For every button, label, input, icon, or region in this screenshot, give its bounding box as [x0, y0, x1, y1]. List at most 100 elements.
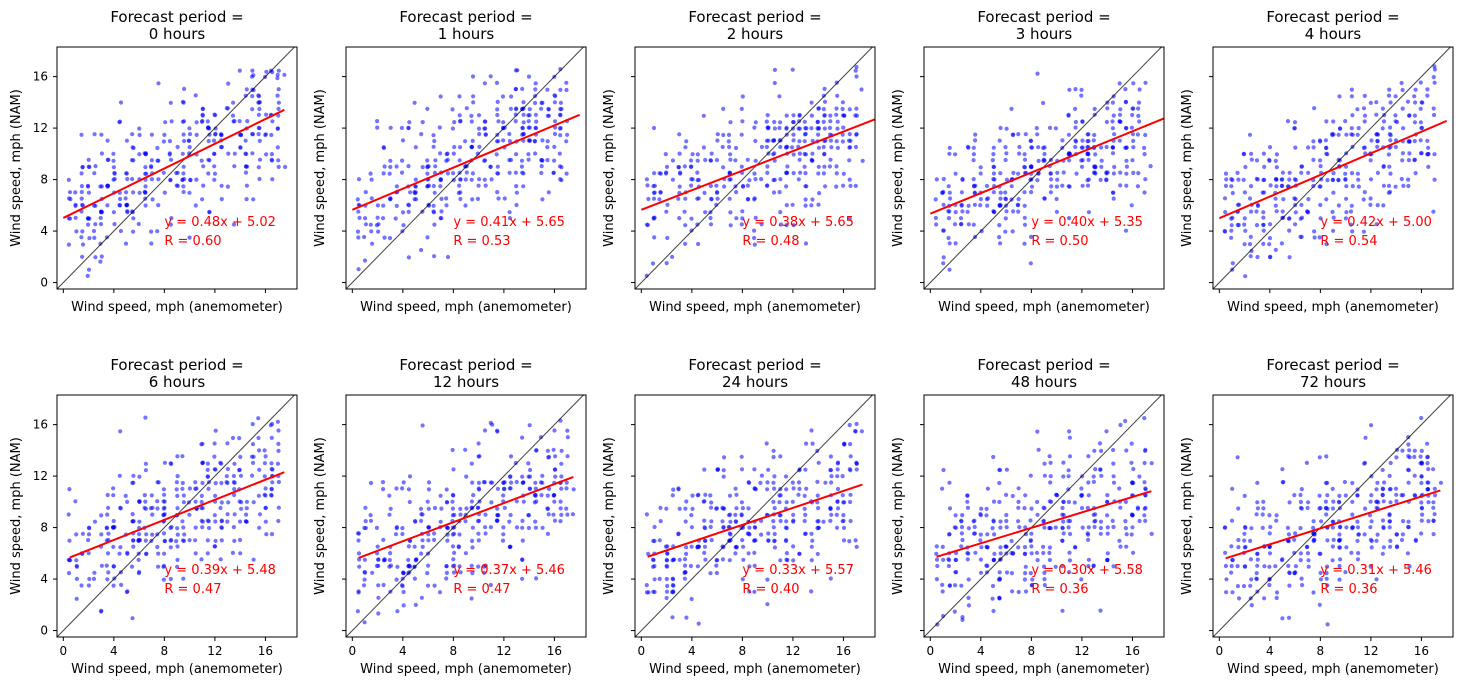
data-point — [161, 487, 166, 492]
data-point — [412, 544, 417, 549]
data-point — [651, 216, 656, 221]
data-point — [276, 158, 281, 163]
data-point — [991, 519, 996, 524]
data-point — [804, 126, 809, 131]
data-point — [375, 544, 380, 549]
data-point — [664, 506, 669, 511]
data-point — [683, 145, 688, 150]
data-point — [1142, 460, 1147, 466]
data-point — [1248, 254, 1253, 259]
data-point — [1432, 64, 1437, 69]
data-point — [79, 171, 84, 176]
data-point — [175, 474, 180, 479]
data-point — [559, 448, 564, 453]
data-point — [394, 184, 399, 189]
data-point — [161, 563, 167, 569]
data-point — [376, 229, 381, 234]
data-point — [854, 421, 859, 427]
data-point — [753, 177, 758, 182]
data-point — [1098, 531, 1103, 536]
data-point — [1142, 152, 1147, 157]
data-point — [772, 486, 777, 491]
data-point — [545, 448, 551, 453]
plot-area — [57, 47, 295, 289]
data-point — [471, 94, 476, 99]
data-point — [111, 583, 116, 588]
data-point — [953, 513, 958, 518]
data-point — [1022, 551, 1027, 557]
data-point — [1137, 119, 1142, 124]
data-point — [438, 184, 443, 189]
data-point — [1388, 138, 1393, 143]
data-point — [149, 165, 154, 170]
data-point — [1323, 138, 1328, 143]
data-point — [1061, 531, 1066, 536]
data-point — [1337, 94, 1342, 99]
data-point — [651, 589, 656, 594]
data-point — [355, 197, 360, 202]
y-tick-label: 12 — [33, 469, 48, 483]
data-point — [664, 557, 669, 563]
data-point — [702, 550, 707, 556]
data-point — [212, 513, 217, 518]
data-point — [143, 461, 148, 466]
x-tick-label: 0 — [637, 644, 645, 658]
data-point — [1249, 209, 1254, 214]
data-point — [1344, 132, 1349, 137]
data-point — [828, 505, 833, 510]
data-point — [1425, 454, 1430, 459]
data-point — [1080, 145, 1085, 150]
data-point — [80, 229, 85, 234]
data-point — [1110, 100, 1115, 105]
data-point — [952, 222, 958, 227]
data-point — [677, 216, 682, 221]
x-axis-label: Wind speed, mph (anemometer) — [649, 662, 861, 677]
data-point — [992, 551, 997, 557]
data-point — [991, 177, 996, 182]
data-point — [1143, 447, 1148, 452]
data-point — [526, 525, 532, 531]
data-point — [1355, 171, 1360, 176]
data-point — [1036, 145, 1041, 150]
data-point — [1222, 229, 1228, 234]
data-point — [664, 563, 669, 569]
data-point — [722, 184, 727, 189]
data-point — [1262, 564, 1267, 569]
data-point — [1418, 80, 1423, 85]
data-point — [1306, 145, 1311, 150]
x-tick-label: 12 — [496, 644, 511, 658]
data-point — [80, 202, 85, 207]
data-point — [720, 144, 725, 150]
data-point — [1028, 261, 1033, 266]
data-point — [450, 506, 455, 511]
data-point — [363, 190, 368, 195]
r-value-label: R = 0.36 — [1031, 582, 1088, 597]
data-point — [1305, 210, 1311, 215]
data-point — [495, 513, 500, 518]
data-point — [823, 184, 828, 189]
data-point — [1142, 480, 1147, 485]
data-point — [1142, 513, 1147, 518]
x-tick-label: 4 — [1266, 644, 1274, 658]
data-point — [1111, 196, 1116, 201]
data-point — [249, 74, 255, 79]
data-point — [796, 177, 801, 182]
data-point — [652, 524, 657, 530]
data-point — [683, 241, 688, 246]
data-point — [1016, 197, 1021, 202]
data-point — [1117, 486, 1122, 491]
axes-frame — [634, 46, 876, 290]
data-point — [540, 158, 545, 163]
data-point — [507, 544, 512, 550]
data-point — [973, 550, 978, 555]
data-point — [772, 177, 777, 182]
data-point — [1375, 138, 1380, 144]
data-point — [1105, 513, 1110, 518]
data-point — [545, 506, 550, 511]
data-point — [1016, 519, 1021, 524]
data-point — [1004, 126, 1009, 131]
data-point — [959, 203, 964, 208]
data-point — [155, 506, 160, 511]
data-point — [978, 203, 983, 208]
data-point — [696, 621, 701, 626]
